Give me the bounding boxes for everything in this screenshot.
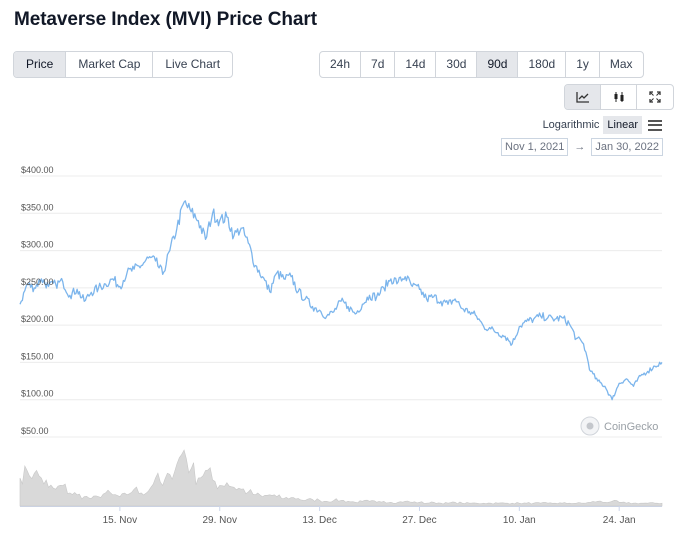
range-30d-button[interactable]: 30d <box>436 52 478 77</box>
date-to-input[interactable]: Jan 30, 2022 <box>591 138 663 156</box>
range-7d-button[interactable]: 7d <box>361 52 396 77</box>
price-series <box>19 200 663 401</box>
line-chart-icon <box>575 92 589 103</box>
range-90d-button[interactable]: 90d <box>477 52 519 77</box>
time-range-tabs: 24h 7d 14d 30d 90d 180d 1y Max <box>319 51 644 78</box>
line-chart-button[interactable] <box>565 85 601 109</box>
page-title: Metaverse Index (MVI) Price Chart <box>14 9 317 30</box>
fullscreen-button[interactable] <box>637 85 673 109</box>
volume-area <box>19 449 663 507</box>
tab-live-chart[interactable]: Live Chart <box>165 57 221 71</box>
chart-type-toolbar <box>564 84 674 110</box>
watermark-text: CoinGecko <box>604 421 658 433</box>
coingecko-logo-eye <box>586 422 594 430</box>
x-tick-label: 13. Dec <box>302 515 336 526</box>
range-24h-button[interactable]: 24h <box>320 52 362 77</box>
y-tick-label: $300.00 <box>21 240 54 250</box>
x-axis: 15. Nov 29. Nov 13. Dec 27. Dec 10. Jan 24. J… <box>103 506 636 526</box>
hamburger-menu-icon[interactable] <box>648 119 662 131</box>
volume-series <box>19 449 663 507</box>
y-tick-label: $250.00 <box>21 277 54 287</box>
chart-view-tabs: Price Market Cap Live Chart <box>13 51 234 78</box>
y-tick-label: $150.00 <box>21 351 54 361</box>
y-tick-label: $50.00 <box>21 426 49 436</box>
scale-selector: Logarithmic Linear <box>539 116 662 134</box>
tab-price[interactable]: Price <box>14 52 67 77</box>
x-tick-label: 24. Jan <box>603 515 636 526</box>
y-tick-label: $350.00 <box>21 202 54 212</box>
coingecko-watermark: CoinGecko <box>580 416 658 436</box>
range-180d-button[interactable]: 180d <box>518 52 567 77</box>
range-1y-button[interactable]: 1y <box>566 52 600 77</box>
date-range-picker: Nov 1, 2021 → Jan 30, 2022 <box>501 138 663 156</box>
candlestick-icon <box>614 92 623 102</box>
linear-scale-option[interactable]: Linear <box>603 116 642 134</box>
x-tick-label: 15. Nov <box>103 515 137 526</box>
x-tick-label: 29. Nov <box>202 515 236 526</box>
y-axis: $50.00 $100.00 $150.00 $200.00 $250.00 $300.0… <box>21 165 54 436</box>
y-tick-label: $400.00 <box>21 165 54 175</box>
y-tick-label: $100.00 <box>21 389 54 399</box>
range-14d-button[interactable]: 14d <box>395 52 437 77</box>
y-tick-label: $200.00 <box>21 314 54 324</box>
logarithmic-scale-option[interactable]: Logarithmic <box>542 119 600 131</box>
price-line <box>19 200 663 401</box>
x-tick-label: 27. Dec <box>402 515 436 526</box>
fullscreen-icon <box>649 91 661 103</box>
tab-market-cap[interactable]: Market Cap <box>66 52 154 77</box>
x-tick-label: 10. Jan <box>503 515 536 526</box>
date-range-arrow: → <box>574 141 586 153</box>
chart-grid <box>20 175 662 507</box>
candlestick-button[interactable] <box>601 85 637 109</box>
range-max-button[interactable]: Max <box>609 57 633 71</box>
date-from-input[interactable]: Nov 1, 2021 <box>501 138 569 156</box>
